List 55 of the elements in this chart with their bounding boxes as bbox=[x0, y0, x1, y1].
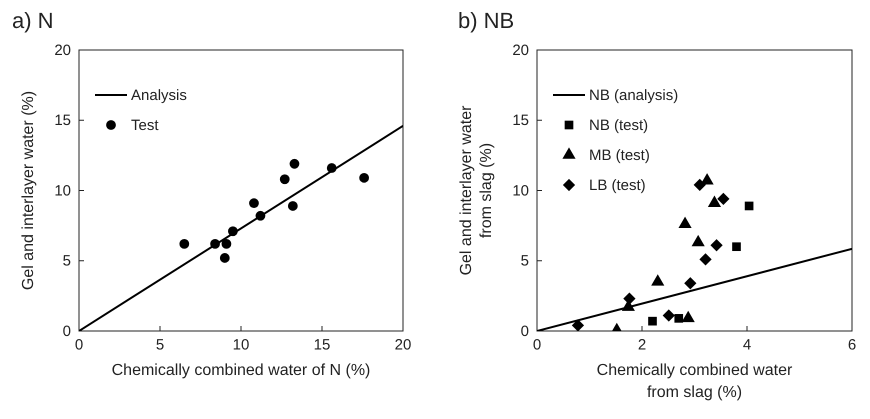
point bbox=[222, 239, 232, 249]
chart-title: b) NB bbox=[458, 8, 514, 33]
point bbox=[220, 253, 230, 263]
point bbox=[684, 277, 696, 290]
y-tick-label: 5 bbox=[62, 252, 71, 270]
legend-label: NB (analysis) bbox=[589, 87, 678, 104]
y-tick-label: 20 bbox=[512, 42, 529, 59]
x-tick-label: 6 bbox=[848, 336, 856, 354]
x-tick-label: 0 bbox=[532, 336, 542, 354]
legend-label: Test bbox=[131, 117, 160, 134]
point bbox=[717, 192, 730, 206]
point bbox=[179, 239, 190, 249]
y-tick-label: 20 bbox=[54, 42, 71, 59]
point bbox=[710, 239, 723, 252]
x-tick-label: 5 bbox=[156, 336, 164, 354]
point bbox=[290, 158, 300, 169]
point bbox=[699, 253, 712, 266]
x-tick-label: 4 bbox=[742, 336, 752, 354]
y-tick-label: 15 bbox=[54, 112, 71, 130]
x-axis-title: Chemically combined water from slag (%) bbox=[596, 362, 793, 401]
x-axis-title: Chemically combined water of N (%) bbox=[112, 362, 370, 379]
point bbox=[662, 309, 675, 322]
y-axis-title: Gel and interlayer water from slag (%) bbox=[458, 104, 495, 276]
point bbox=[648, 316, 657, 326]
y-tick-label: 10 bbox=[512, 182, 529, 200]
legend-label: Analysis bbox=[131, 87, 187, 104]
point bbox=[326, 163, 337, 173]
point bbox=[572, 319, 584, 331]
point bbox=[623, 292, 636, 305]
point bbox=[256, 210, 266, 221]
point bbox=[359, 172, 370, 183]
point bbox=[249, 198, 259, 208]
legend-label: NB (test) bbox=[589, 117, 648, 134]
point bbox=[694, 178, 706, 192]
y-tick-label: 5 bbox=[520, 252, 529, 270]
y-tick-label: 0 bbox=[520, 322, 529, 340]
point bbox=[732, 242, 741, 252]
legend-label: MB (test) bbox=[589, 147, 650, 164]
point bbox=[228, 226, 238, 236]
y-tick-label: 0 bbox=[62, 322, 71, 340]
x-tick-label: 2 bbox=[638, 336, 646, 354]
point bbox=[674, 314, 684, 323]
x-tick-label: 15 bbox=[314, 336, 330, 354]
y-tick-label: 15 bbox=[512, 112, 529, 130]
legend-label: LB (test) bbox=[589, 177, 646, 194]
x-tick-label: 0 bbox=[74, 336, 84, 354]
point bbox=[210, 239, 220, 249]
chart-title: a) N bbox=[12, 8, 54, 33]
point bbox=[288, 201, 298, 211]
x-tick-label: 20 bbox=[394, 336, 412, 354]
y-tick-label: 10 bbox=[54, 182, 71, 200]
x-tick-label: 10 bbox=[232, 336, 250, 354]
point bbox=[280, 174, 290, 184]
point bbox=[744, 202, 754, 210]
y-axis-title: Gel and interlayer water (%) bbox=[20, 90, 37, 290]
